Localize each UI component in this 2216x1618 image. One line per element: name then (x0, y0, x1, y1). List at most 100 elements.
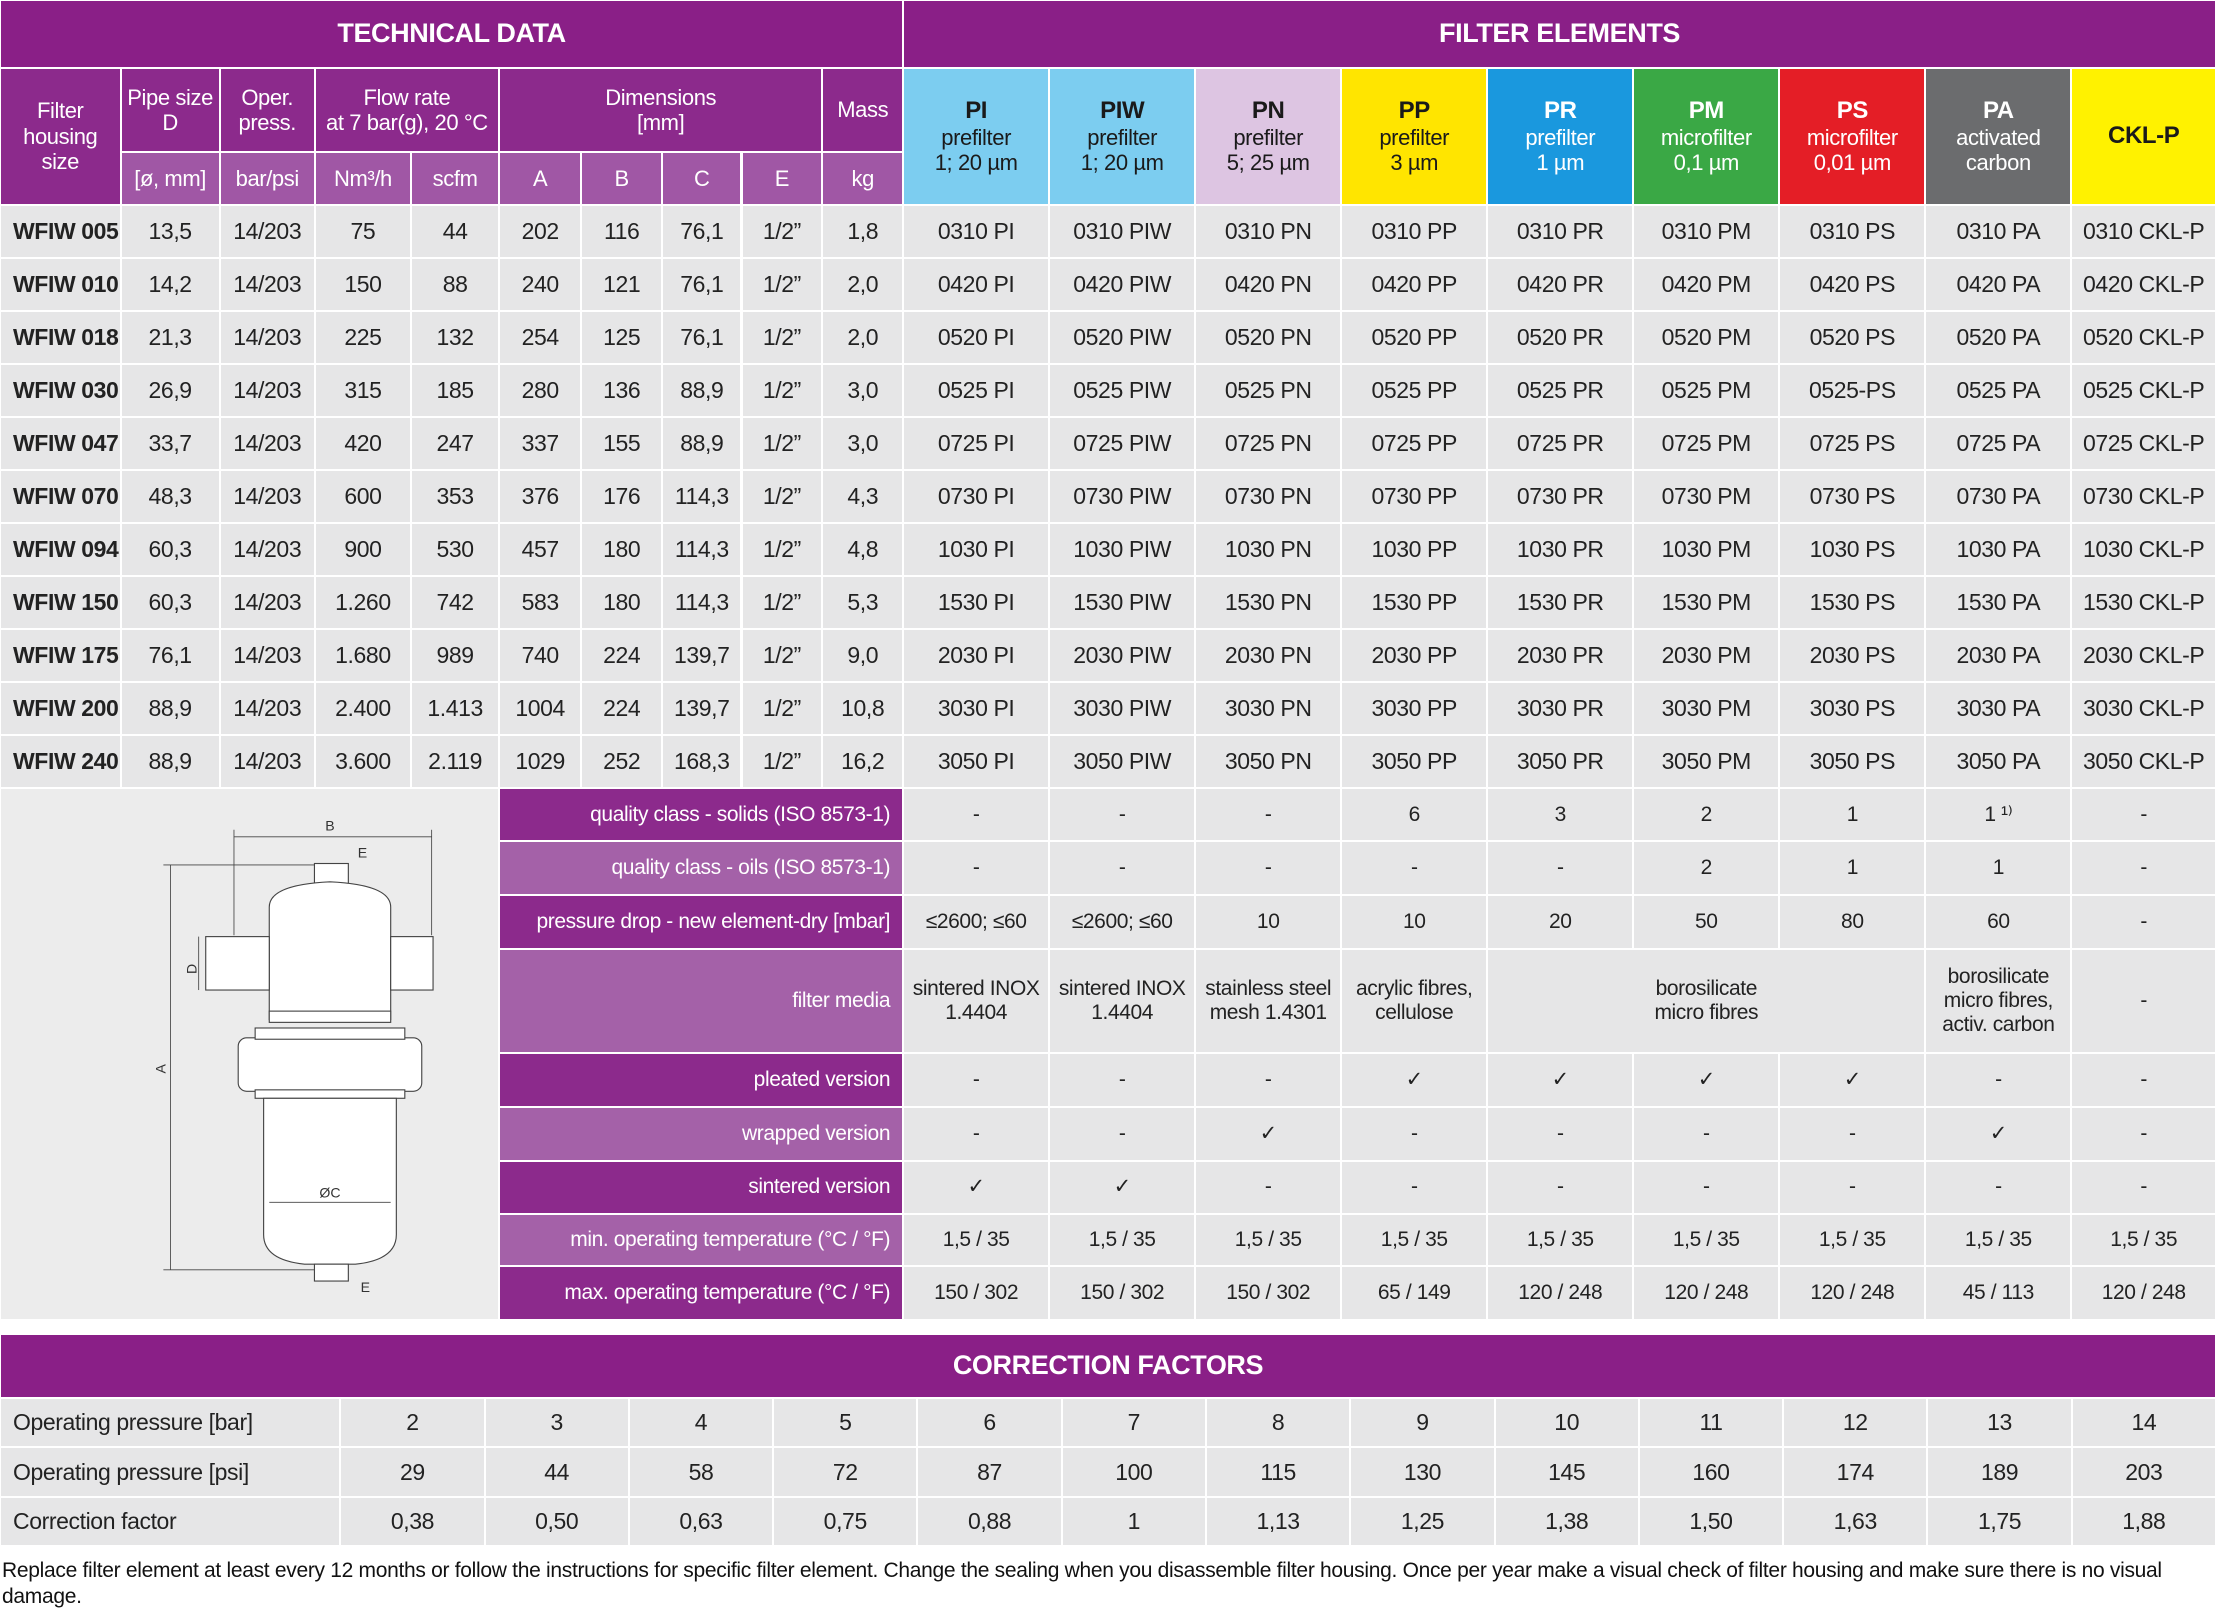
property-label: min. operating temperature (°C / °F) (500, 1215, 903, 1266)
tech-value: 14/203 (220, 629, 314, 681)
element-code: 0420 CKL-P (2072, 258, 2215, 310)
tech-value: 353 (412, 470, 499, 522)
correction-value: 9 (1351, 1398, 1494, 1447)
element-code: PN (1251, 97, 1285, 125)
tech-value: 1,8 (823, 205, 903, 257)
tech-value: 14/203 (220, 682, 314, 734)
tech-value: 1/2” (742, 735, 822, 787)
element-code: 0525-PS (1780, 364, 1925, 416)
element-code: 1530 PS (1780, 576, 1925, 628)
element-code: 0730 PA (1926, 470, 2071, 522)
element-code: 0525 PM (1634, 364, 1779, 416)
correction-value: 1,88 (2072, 1497, 2215, 1545)
element-code: 0310 PP (1342, 205, 1487, 257)
property-value: 1,5 / 35 (1926, 1215, 2071, 1266)
tech-value: 88 (412, 258, 499, 310)
element-code: 3050 PN (1196, 735, 1341, 787)
element-code: 0520 PP (1342, 311, 1487, 363)
property-value: 150 / 302 (1050, 1267, 1195, 1320)
property-value: - (2072, 896, 2215, 948)
property-value: 1 ¹⁾ (1926, 788, 2071, 841)
correction-value: 160 (1639, 1448, 1783, 1496)
element-code: 0310 PN (1196, 205, 1341, 257)
property-value: 1,5 / 35 (1050, 1215, 1195, 1266)
correction-value: 0,88 (918, 1497, 1061, 1545)
tech-value: 225 (315, 311, 411, 363)
housing-name: WFIW 240 (1, 735, 120, 787)
column-header: Pipe size D (121, 68, 219, 152)
tech-value: 121 (582, 258, 662, 310)
tech-value: 14/203 (220, 311, 314, 363)
property-value: ✓ (1780, 1054, 1925, 1106)
property-value: 120 / 248 (1488, 1267, 1633, 1320)
property-value: - (1488, 842, 1633, 895)
tech-value: 16,2 (823, 735, 903, 787)
element-code: 3030 CKL-P (2072, 682, 2215, 734)
property-value: 10 (1196, 896, 1341, 948)
element-code: 0730 PP (1342, 470, 1487, 522)
property-value: - (1050, 842, 1195, 895)
element-code: 0520 PS (1780, 311, 1925, 363)
tech-value: 1.413 (412, 682, 499, 734)
tech-value: 3.600 (315, 735, 411, 787)
column-unit: C (663, 153, 741, 204)
element-code: 0520 PA (1926, 311, 2071, 363)
element-code: 1530 PN (1196, 576, 1341, 628)
correction-value: 145 (1495, 1448, 1638, 1496)
property-value: ✓ (1196, 1107, 1341, 1160)
property-value: - (1050, 788, 1195, 841)
property-value: - (1780, 1107, 1925, 1160)
element-code: 0310 PR (1488, 205, 1633, 257)
element-code: 2030 PN (1196, 629, 1341, 681)
correction-value: 1,13 (1206, 1497, 1350, 1545)
housing-name: WFIW 094 (1, 523, 120, 575)
property-value: - (2072, 1107, 2215, 1160)
property-value: borosilicate micro fibres (1488, 949, 1925, 1053)
element-code: 3050 PP (1342, 735, 1487, 787)
property-value: - (1634, 1161, 1779, 1214)
property-value: ✓ (1634, 1054, 1779, 1106)
tech-value: 600 (315, 470, 411, 522)
housing-name: WFIW 200 (1, 682, 120, 734)
property-value: - (2072, 949, 2215, 1053)
element-code: 3050 PIW (1050, 735, 1195, 787)
tech-value: 114,3 (663, 470, 741, 522)
element-code: 2030 PR (1488, 629, 1633, 681)
dim-label: B (325, 818, 334, 834)
property-value: sintered INOX 1.4404 (1050, 949, 1195, 1053)
housing-name: WFIW 047 (1, 417, 120, 469)
property-value: 1 (1780, 788, 1925, 841)
tech-value: 740 (500, 629, 581, 681)
property-value: ✓ (1488, 1054, 1633, 1106)
column-unit: E (742, 153, 822, 204)
element-code: 1030 PN (1196, 523, 1341, 575)
property-value: stainless steel mesh 1.4301 (1196, 949, 1341, 1053)
property-label: max. operating temperature (°C / °F) (500, 1267, 903, 1320)
section-title: CORRECTION FACTORS (1, 1335, 2215, 1397)
tech-value: 457 (500, 523, 581, 575)
element-code: 0725 PR (1488, 417, 1633, 469)
property-value: - (1780, 1161, 1925, 1214)
tech-value: 48,3 (121, 470, 219, 522)
correction-value: 203 (2072, 1448, 2215, 1496)
tech-value: 5,3 (823, 576, 903, 628)
tech-value: 1/2” (742, 470, 822, 522)
element-code: 0420 PM (1634, 258, 1779, 310)
element-code: 0525 PP (1342, 364, 1487, 416)
element-header: PS microfilter 0,01 µm (1780, 68, 1925, 204)
tech-value: 420 (315, 417, 411, 469)
tech-value: 583 (500, 576, 581, 628)
tech-value: 1/2” (742, 311, 822, 363)
element-header: PIW prefilter 1; 20 µm (1050, 68, 1195, 204)
element-desc: activated carbon (1956, 124, 2041, 176)
element-code: PP (1398, 97, 1431, 125)
property-value: - (1926, 1161, 2071, 1214)
element-code: PA (1982, 97, 2014, 125)
correction-value: 14 (2072, 1398, 2215, 1447)
column-header: Dimensions [mm] (500, 68, 822, 152)
property-value: 1,5 / 35 (1488, 1215, 1633, 1266)
column-unit: B (582, 153, 662, 204)
dim-label: ØC (319, 1185, 340, 1201)
column-header: Filter housing size (1, 68, 120, 204)
